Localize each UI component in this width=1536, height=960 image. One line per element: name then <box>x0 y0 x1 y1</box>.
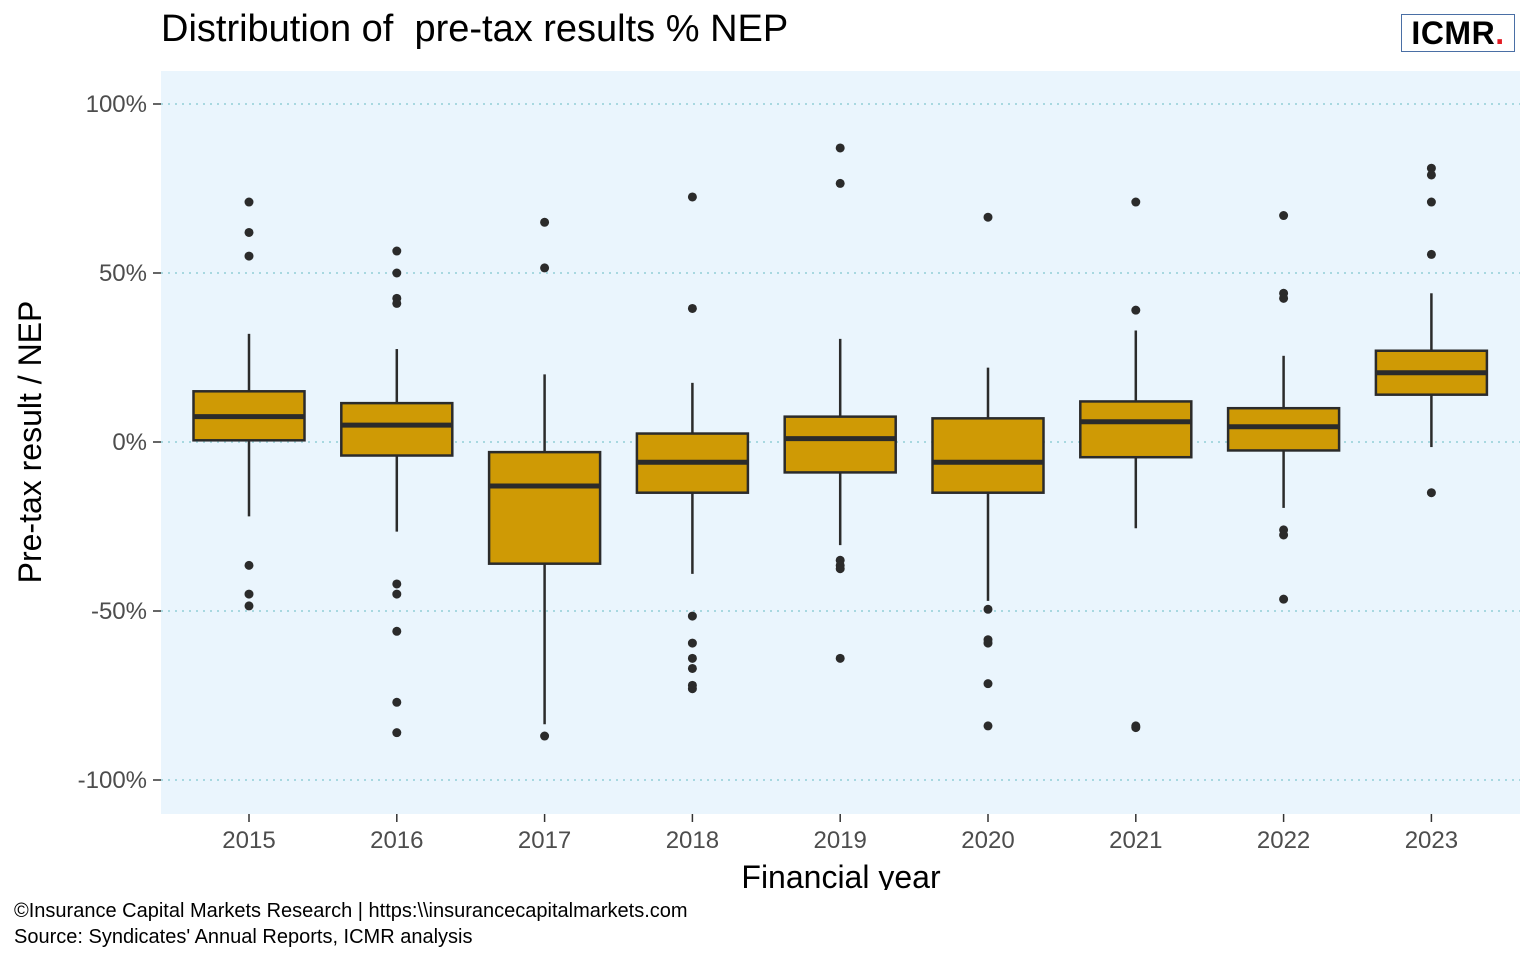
x-tick-label: 2023 <box>1405 827 1458 854</box>
box-2015 <box>192 197 306 611</box>
x-tick-label: 2020 <box>961 827 1014 854</box>
outlier-point <box>392 246 402 256</box>
outlier-point <box>1426 488 1436 498</box>
outlier-point <box>1279 211 1289 221</box>
box-2022 <box>1226 211 1341 604</box>
outlier-point <box>835 564 845 574</box>
y-axis-ticks: -100% -50% 0% 50% 100% <box>78 91 161 794</box>
outlier-point <box>687 638 697 648</box>
chart-title: Distribution of pre-tax results % NEP <box>161 8 789 50</box>
boxes <box>192 143 1489 741</box>
outlier-point <box>687 192 697 202</box>
box-2016 <box>340 246 454 738</box>
outlier-point <box>1426 170 1436 180</box>
outlier-point <box>1426 163 1436 173</box>
x-tick-label: 2022 <box>1257 827 1310 854</box>
box-2021 <box>1079 197 1193 733</box>
x-tick-label: 2019 <box>814 827 867 854</box>
outlier-point <box>983 212 993 222</box>
x-tick-label: 2018 <box>666 827 719 854</box>
footer-copyright: ©Insurance Capital Markets Research | ht… <box>14 900 688 922</box>
box-iqr <box>783 415 897 474</box>
outlier-point <box>540 263 550 273</box>
outlier-point <box>1279 530 1289 540</box>
outlier-point <box>392 579 402 589</box>
outlier-point <box>687 684 697 694</box>
outlier-point <box>687 611 697 621</box>
box-iqr <box>1079 400 1193 459</box>
footer-source: Source: Syndicates' Annual Reports, ICMR… <box>14 926 473 948</box>
box-iqr <box>340 401 454 457</box>
outlier-point <box>983 638 993 648</box>
logo-dot: . <box>1495 14 1505 51</box>
x-tick-label: 2015 <box>222 827 275 854</box>
outlier-point <box>392 268 402 278</box>
outlier-point <box>244 589 254 599</box>
outlier-point <box>1131 723 1141 733</box>
x-tick-label: 2017 <box>518 827 571 854</box>
outlier-point <box>687 653 697 663</box>
outlier-point <box>392 298 402 308</box>
box-2020 <box>931 212 1045 731</box>
y-tick-label: 100% <box>86 91 147 118</box>
box-2017 <box>487 217 602 741</box>
outlier-point <box>244 601 254 611</box>
box-iqr <box>931 417 1045 494</box>
x-tick-label: 2021 <box>1109 827 1162 854</box>
outlier-point <box>392 589 402 599</box>
y-tick-label: -100% <box>78 767 147 794</box>
y-tick-label: 0% <box>112 429 147 456</box>
outlier-point <box>540 731 550 741</box>
y-axis-title: Pre-tax result / NEP <box>12 301 48 584</box>
outlier-point <box>983 604 993 614</box>
logo-text: ICMR <box>1411 14 1496 51</box>
outlier-point <box>244 197 254 207</box>
x-axis-ticks: 2015 2016 2017 2018 2019 2020 2021 2022 2023 <box>222 814 1458 854</box>
outlier-point <box>244 560 254 570</box>
outlier-point <box>540 217 550 227</box>
outlier-point <box>1131 305 1141 315</box>
outlier-point <box>835 143 845 153</box>
outlier-point <box>1426 197 1436 207</box>
outlier-point <box>1131 197 1141 207</box>
outlier-point <box>687 303 697 313</box>
outlier-point <box>1279 594 1289 604</box>
outlier-point <box>244 227 254 237</box>
boxplot-chart: -100%-50%0%50%100% 2015 2016 2017 2018 2019 2… <box>12 71 1520 890</box>
box-2018 <box>635 192 750 694</box>
outlier-point <box>392 626 402 636</box>
outlier-point <box>1426 249 1436 259</box>
box-iqr <box>1226 406 1341 452</box>
box-2023 <box>1374 163 1489 498</box>
x-tick-label: 2016 <box>370 827 423 854</box>
y-tick-label: 50% <box>99 260 147 287</box>
box-iqr <box>487 450 602 565</box>
outlier-point <box>392 728 402 738</box>
outlier-point <box>983 679 993 689</box>
y-tick-label: -50% <box>91 598 147 625</box>
icmr-logo: ICMR. <box>1401 14 1515 52</box>
x-axis-title: Financial year <box>741 859 941 890</box>
outlier-point <box>1279 293 1289 303</box>
outlier-point <box>392 697 402 707</box>
box-2019 <box>783 143 897 663</box>
outlier-point <box>835 653 845 663</box>
outlier-point <box>687 663 697 673</box>
outlier-point <box>983 721 993 731</box>
outlier-point <box>835 178 845 188</box>
outlier-point <box>244 251 254 261</box>
footer: ©Insurance Capital Markets Research | ht… <box>14 898 688 950</box>
